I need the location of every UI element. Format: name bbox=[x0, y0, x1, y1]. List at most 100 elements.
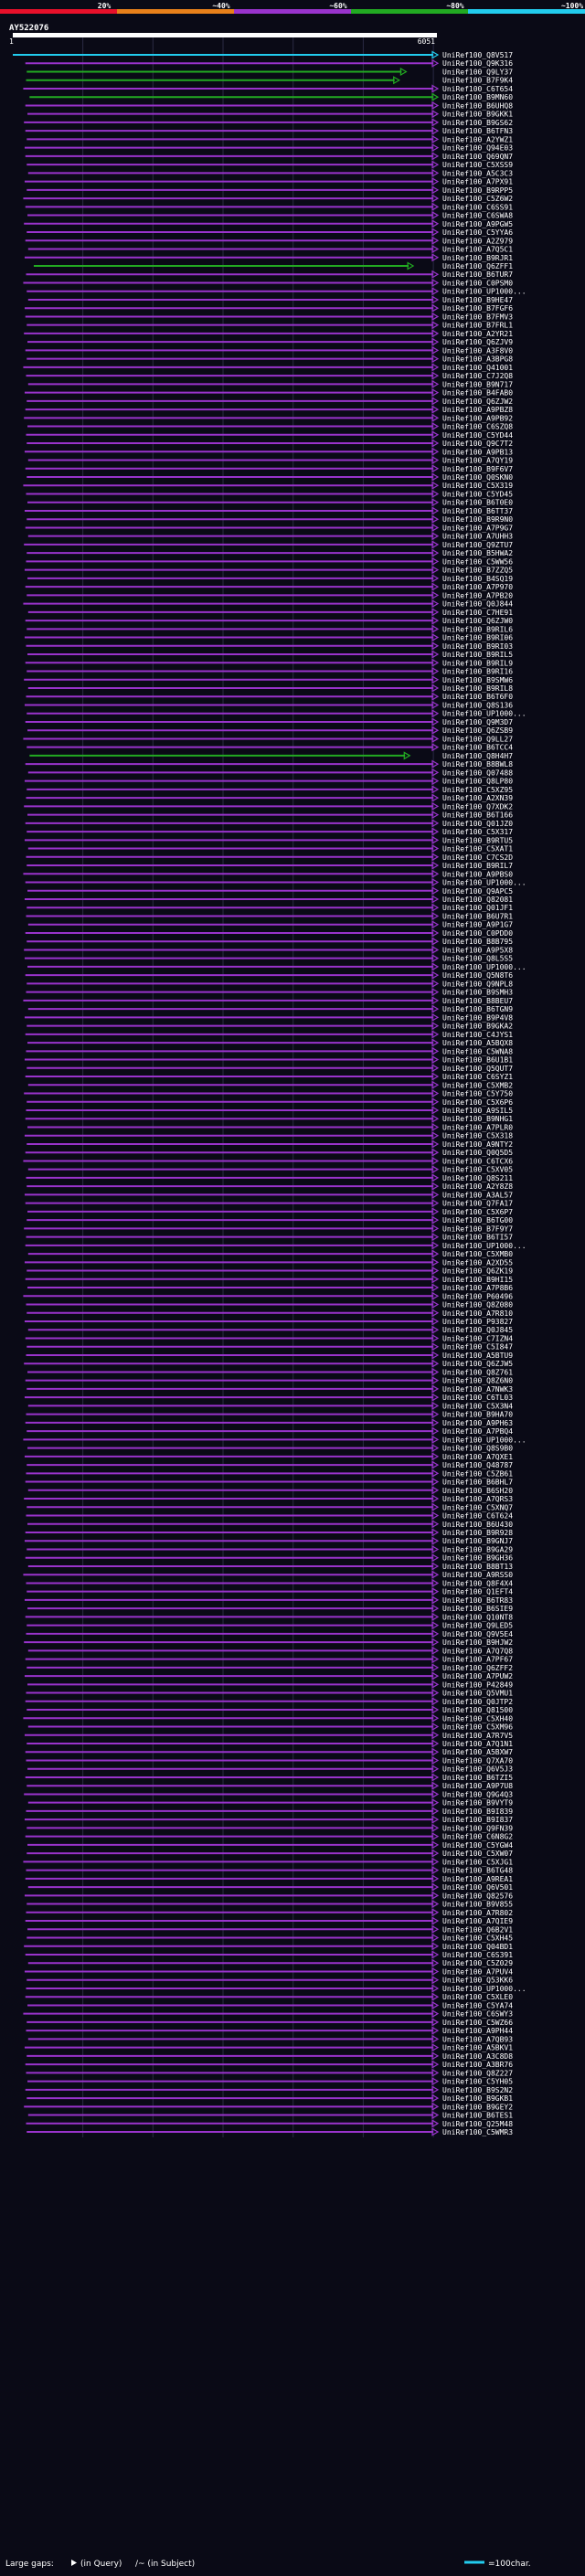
hit-row: UniRef100_Q8L5S5 bbox=[24, 954, 513, 963]
hit-row: UniRef100_Q82576 bbox=[24, 1891, 513, 1900]
hit-label: UniRef100_UP1000... bbox=[442, 879, 526, 887]
hit-label: UniRef100_C7HE91 bbox=[442, 609, 513, 617]
hit-label: UniRef100_B9R928 bbox=[442, 1529, 513, 1537]
hit-row: UniRef100_B7FGF6 bbox=[24, 303, 513, 313]
hit-row: UniRef100_Q01JF1 bbox=[27, 903, 513, 912]
hit-row: UniRef100_Q0J845 bbox=[27, 1325, 513, 1334]
hit-row: UniRef100_B6U7R1 bbox=[26, 911, 513, 920]
hit-label: UniRef100_B9GKK1 bbox=[442, 111, 513, 119]
hit-label: UniRef100_B9SMW6 bbox=[442, 676, 513, 684]
hit-label: UniRef100_C5WZ66 bbox=[442, 2019, 513, 2027]
hit-arrow bbox=[431, 312, 440, 321]
hit-label: UniRef100_C5YYA6 bbox=[442, 228, 513, 237]
hit-label: UniRef100_A9PB13 bbox=[442, 448, 513, 456]
hit-arrow bbox=[431, 624, 440, 633]
hit-row: UniRef100_A7PB20 bbox=[27, 590, 513, 599]
hit-arrow bbox=[431, 2009, 440, 2019]
hit-row: UniRef100_A5BQX8 bbox=[27, 1038, 513, 1047]
hit-arrow bbox=[431, 1578, 440, 1587]
hit-arrow bbox=[431, 1022, 440, 1031]
hit-row: UniRef100_A9P1G7 bbox=[27, 920, 513, 929]
hit-label: UniRef100_Q9LY37 bbox=[442, 68, 513, 76]
hit-label: UniRef100_C5XMB2 bbox=[442, 1081, 513, 1089]
hit-label: UniRef100_Q7FA17 bbox=[442, 1200, 513, 1208]
hit-arrow bbox=[431, 58, 440, 68]
hit-arrow bbox=[431, 523, 440, 532]
gap-query-label: (in Query) bbox=[80, 2560, 122, 2569]
hit-label: UniRef100_Q8H4H7 bbox=[442, 752, 513, 760]
hit-label: UniRef100_A5BXW7 bbox=[442, 1748, 513, 1756]
scale-label: 20% bbox=[98, 2, 112, 10]
hit-row: UniRef100_B7ZZQ5 bbox=[24, 566, 513, 575]
hit-label: UniRef100_B6TT37 bbox=[442, 507, 513, 515]
hit-row: UniRef100_B9HJW2 bbox=[24, 1638, 513, 1647]
hit-arrow bbox=[431, 177, 440, 186]
hit-row: UniRef100_B9P4V8 bbox=[24, 1012, 513, 1022]
hit-row: UniRef100_A7P970 bbox=[25, 582, 513, 591]
scale-segment bbox=[351, 9, 468, 14]
hit-label: UniRef100_A9PH63 bbox=[442, 1419, 513, 1427]
hit-label: UniRef100_B9S2N2 bbox=[442, 2086, 513, 2094]
hit-row: UniRef100_B8B795 bbox=[27, 937, 513, 946]
hit-row: UniRef100_B6TFN3 bbox=[25, 126, 513, 135]
hit-label: UniRef100_B6SIE9 bbox=[442, 1605, 513, 1613]
hit-arrow bbox=[431, 464, 440, 473]
hit-arrow bbox=[431, 1460, 440, 1469]
hit-row: UniRef100_A9PB13 bbox=[24, 447, 513, 456]
hit-label: UniRef100_B7FGF6 bbox=[442, 304, 513, 313]
hit-row: UniRef100_A7QY19 bbox=[27, 455, 513, 465]
hit-arrow bbox=[431, 1199, 440, 1208]
hit-label: UniRef100_A5BTU9 bbox=[442, 1352, 513, 1360]
hit-arrow bbox=[431, 658, 440, 667]
hit-arrow bbox=[431, 979, 440, 988]
hit-arrow bbox=[431, 1114, 440, 1123]
hit-arrow bbox=[431, 1731, 440, 1740]
hit-label: UniRef100_A3C8D8 bbox=[442, 2052, 513, 2061]
hit-label: UniRef100_B6U7R1 bbox=[442, 912, 513, 920]
hit-label: UniRef100_B6BHL7 bbox=[442, 1479, 513, 1487]
hit-arrow bbox=[431, 1689, 440, 1698]
hit-label: UniRef100_B7F9Y7 bbox=[442, 1224, 513, 1233]
hit-label: UniRef100_C5X6P6 bbox=[442, 1098, 513, 1107]
hit-row: UniRef100_B9GNJ7 bbox=[24, 1536, 513, 1545]
hit-row: UniRef100_C5I847 bbox=[27, 1342, 513, 1352]
hit-row: UniRef100_A7QB93 bbox=[27, 2034, 513, 2043]
hit-arrow bbox=[431, 641, 440, 651]
hit-label: UniRef100_Q07488 bbox=[442, 769, 513, 777]
hit-label: UniRef100_A7UHH3 bbox=[442, 533, 513, 541]
hit-label: UniRef100_Q8Z080 bbox=[442, 1301, 513, 1309]
hit-label: UniRef100_C5X6P7 bbox=[442, 1208, 513, 1216]
hit-label: UniRef100_B9NHG1 bbox=[442, 1115, 513, 1123]
hit-arrow bbox=[431, 143, 440, 153]
hit-arrow bbox=[431, 590, 440, 599]
hit-label: UniRef100_Q8S136 bbox=[442, 701, 513, 709]
hit-row: UniRef100_C5WNA8 bbox=[26, 1046, 513, 1055]
hit-label: UniRef100_C5ZB61 bbox=[442, 1469, 513, 1478]
hit-arrow bbox=[431, 1106, 440, 1115]
hit-arrow bbox=[431, 1646, 440, 1655]
hit-row: UniRef100_B9SMW6 bbox=[24, 675, 513, 684]
hit-row: UniRef100_C5YH05 bbox=[27, 2077, 513, 2086]
hit-label: UniRef100_Q9ZTU7 bbox=[442, 541, 513, 549]
hit-arrow bbox=[431, 110, 440, 119]
hit-row: UniRef100_Q8Z080 bbox=[26, 1299, 513, 1309]
hit-arrow bbox=[431, 211, 440, 220]
hit-label: UniRef100_Q6ZSB9 bbox=[442, 726, 513, 735]
hit-arrow bbox=[431, 329, 440, 338]
hit-arrow bbox=[431, 506, 440, 515]
hit-arrow bbox=[431, 1367, 440, 1376]
hit-row: UniRef100_C6SS91 bbox=[25, 202, 513, 211]
hit-row: UniRef100_B8BWL8 bbox=[25, 759, 513, 769]
hit-arrow bbox=[431, 1697, 440, 1706]
hit-row: UniRef100_UP1000... bbox=[23, 1435, 526, 1444]
hit-row: UniRef100_UP1000... bbox=[27, 709, 526, 718]
hit-row: UniRef100_B9R928 bbox=[25, 1528, 513, 1537]
hit-row: UniRef100_A9SIL5 bbox=[26, 1106, 513, 1115]
hit-label: UniRef100_A3BR76 bbox=[442, 2061, 513, 2069]
hit-arrow bbox=[431, 1359, 440, 1368]
identity-scale-bar: 20% ~40% ~60% ~80% ~100% bbox=[0, 2, 585, 14]
hit-arrow bbox=[431, 1333, 440, 1343]
hit-row: UniRef100_P42849 bbox=[27, 1680, 513, 1689]
hit-row: UniRef100_C0PSM0 bbox=[23, 278, 513, 287]
hit-row: UniRef100_B9RPP5 bbox=[27, 186, 513, 195]
